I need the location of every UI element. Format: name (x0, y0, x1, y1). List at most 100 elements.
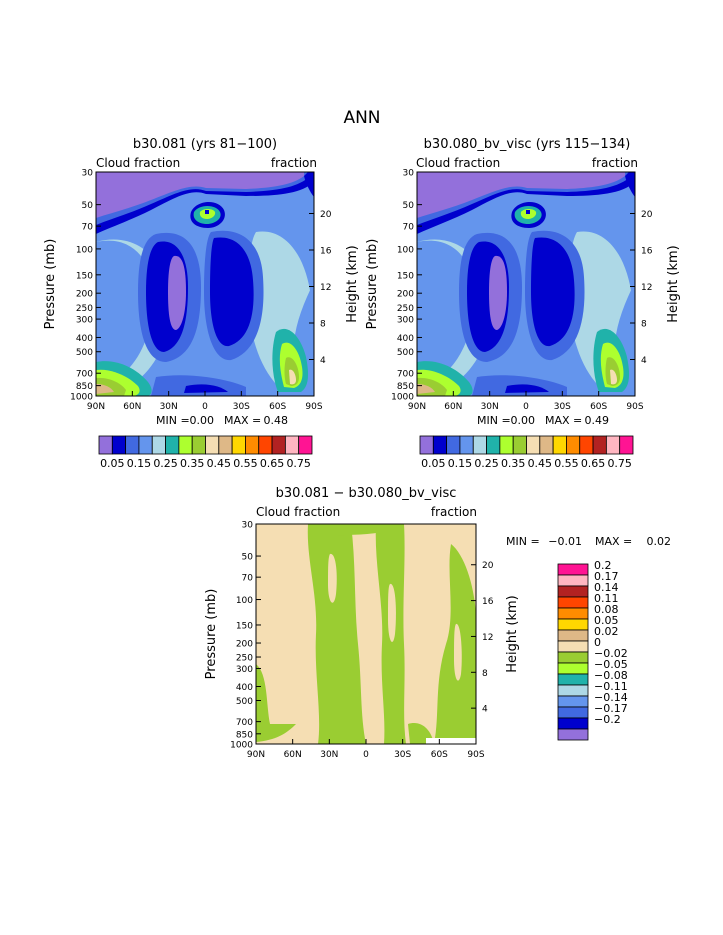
left-label: Cloud fraction (256, 505, 340, 519)
panel-title: b30.080_bv_visc (yrs 115−134) (424, 137, 631, 152)
x-tick-label: 30N (160, 402, 178, 412)
page-title: ANN (343, 108, 380, 128)
colorbar-swatch (245, 435, 260, 455)
min-value: 0.00 (190, 414, 215, 427)
colorbar-swatch (557, 574, 589, 587)
y-tick-label: 70 (242, 574, 254, 584)
y-right-tick-label: 4 (482, 705, 488, 715)
y-tick-label: 30 (403, 169, 415, 179)
colorbar-swatch (138, 435, 153, 455)
max-value: 0.02 (647, 535, 672, 548)
colorbar-label: 0.35 (180, 457, 205, 470)
y-right-tick-label: 20 (641, 210, 653, 220)
x-tick-label: 30S (233, 402, 250, 412)
y-tick-label: 150 (76, 271, 93, 281)
colorbar-swatch (605, 435, 621, 455)
colorbar-label: 0.35 (501, 457, 526, 470)
colorbar-label: 0.75 (286, 457, 311, 470)
colorbar-swatch (557, 651, 589, 664)
colorbar-swatch (579, 435, 594, 455)
y-tick-label: 250 (236, 654, 253, 664)
x-tick-label: 30N (481, 402, 499, 412)
y-tick-label: 300 (76, 316, 93, 326)
colorbar-label: 0.05 (594, 614, 619, 627)
right-label: fraction (431, 505, 477, 519)
y-tick-label: 400 (76, 334, 93, 344)
x-tick-label: 30S (554, 402, 571, 412)
x-tick-label: 90N (87, 402, 105, 412)
min-label: MIN = (477, 414, 511, 427)
colorbar-label: 0.17 (594, 570, 619, 583)
colorbar-swatch (125, 435, 140, 455)
y-axis-label: Pressure (mb) (204, 589, 219, 680)
x-tick-label: 0 (202, 402, 208, 412)
colorbar-label: 0.55 (233, 457, 258, 470)
y-right-tick-label: 20 (482, 561, 494, 571)
colorbar-swatch (151, 435, 166, 455)
colorbar-label: 0.05 (100, 457, 125, 470)
y-tick-label: 50 (82, 201, 94, 211)
colorbar-swatch (557, 695, 589, 708)
y-right-tick-label: 8 (641, 319, 647, 329)
y-tick-label: 700 (397, 370, 414, 380)
y-right-tick-label: 16 (320, 246, 332, 256)
colorbar-swatch (552, 435, 567, 455)
colorbar-swatch (557, 607, 589, 620)
colorbar-label: −0.2 (594, 713, 621, 726)
colorbar-swatch (557, 585, 589, 598)
colorbar-swatch (178, 435, 193, 455)
colorbar-swatch (566, 435, 581, 455)
x-tick-label: 0 (363, 750, 369, 760)
colorbar-label: 0.15 (448, 457, 473, 470)
colorbar-label: 0.55 (554, 457, 579, 470)
colorbar-label: 0.45 (207, 457, 232, 470)
y-tick-label: 100 (76, 245, 93, 255)
colorbar-swatch (205, 435, 220, 455)
y-right-tick-label: 4 (320, 356, 326, 366)
min-label: MIN = (506, 535, 540, 548)
colorbar-swatch (557, 706, 589, 719)
y-right-tick-label: 12 (320, 283, 331, 293)
left-label: Cloud fraction (416, 156, 500, 170)
y-tick-label: 500 (236, 697, 253, 707)
colorbar-label: 0.65 (260, 457, 285, 470)
colorbar-swatch (472, 435, 487, 455)
colorbar-label: −0.05 (594, 658, 628, 671)
y-tick-label: 150 (397, 271, 414, 281)
colorbar-swatch (557, 640, 589, 653)
colorbar-swatch (486, 435, 501, 455)
colorbar-swatch (459, 435, 474, 455)
y-right-tick-label: 8 (320, 319, 326, 329)
colorbar-swatch (557, 728, 589, 741)
y-tick-label: 100 (236, 596, 253, 606)
y-tick-label: 1000 (391, 393, 414, 403)
colorbar-swatch (298, 435, 313, 455)
panel-b30-080-bv-visc: b30.080_bv_visc (yrs 115−134) Cloud frac… (365, 137, 681, 470)
y-axis-label-right: Height (km) (345, 245, 360, 322)
x-tick-label: 60S (590, 402, 607, 412)
colorbar-swatch (557, 629, 589, 642)
y-tick-label: 400 (397, 334, 414, 344)
y-tick-label: 50 (403, 201, 415, 211)
y-tick-label: 500 (76, 348, 93, 358)
colorbar-label: −0.08 (594, 669, 628, 682)
colorbar-label: −0.02 (594, 647, 628, 660)
y-tick-label: 500 (397, 348, 414, 358)
y-tick-label: 1000 (230, 741, 253, 751)
colorbar-swatch (191, 435, 206, 455)
y-axis-label: Pressure (mb) (365, 239, 380, 330)
y-tick-label: 300 (397, 316, 414, 326)
y-tick-label: 850 (76, 382, 93, 392)
y-right-tick-label: 16 (482, 597, 494, 607)
y-axis-label-right: Height (km) (666, 245, 681, 322)
colorbar-swatch (557, 662, 589, 675)
y-right-tick-label: 12 (641, 283, 652, 293)
colorbar-swatch (284, 435, 300, 455)
x-tick-label: 60S (269, 402, 286, 412)
y-tick-label: 300 (236, 665, 253, 675)
min-value: −0.01 (548, 535, 582, 548)
y-tick-label: 250 (76, 304, 93, 314)
colorbar-swatch (619, 435, 634, 455)
min-value: 0.00 (511, 414, 536, 427)
